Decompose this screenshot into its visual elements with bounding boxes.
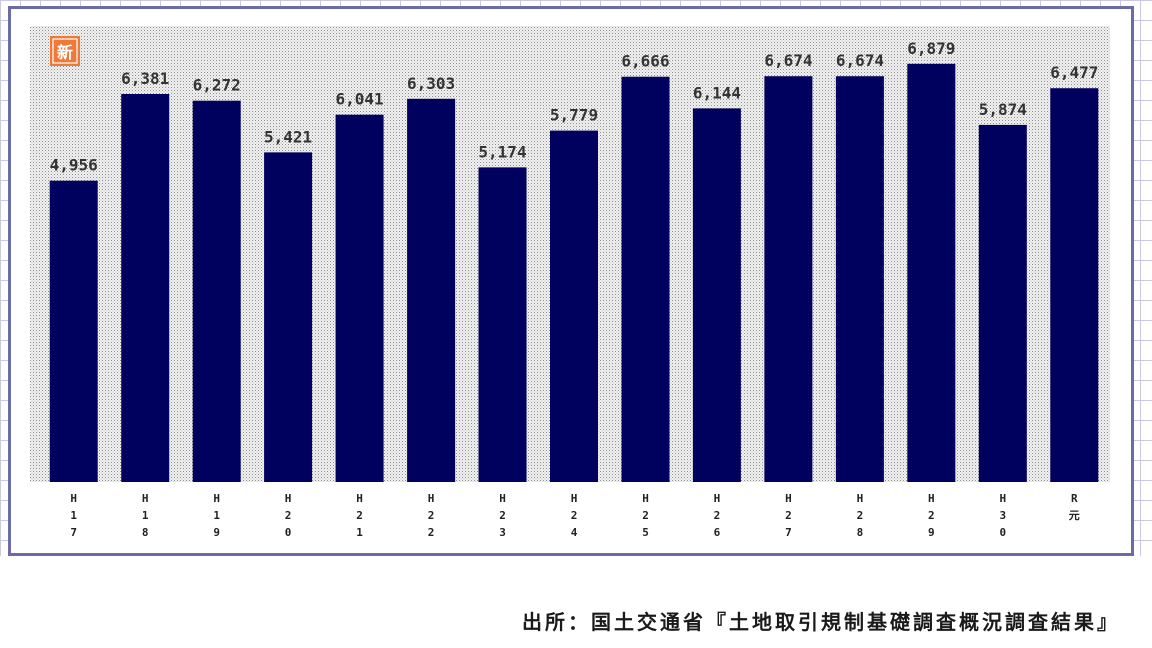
value-label-H24: 5,779 xyxy=(550,106,598,125)
value-label-H19: 6,272 xyxy=(193,76,241,95)
tick-label-H24-0: H xyxy=(571,492,578,505)
bar-H17 xyxy=(49,180,98,482)
tick-label-H17-1: 1 xyxy=(70,509,77,522)
new-badge: 新 xyxy=(50,36,80,66)
footer: 出所：国土交通省『土地取引規制基礎調査概況調査結果』 xyxy=(0,556,1152,648)
tick-label-H24-2: 4 xyxy=(571,526,578,539)
bar-H22 xyxy=(407,98,456,483)
tick-label-R元-0: R xyxy=(1071,492,1078,505)
bar-H21 xyxy=(335,114,384,482)
tick-label-H23-0: H xyxy=(499,492,506,505)
value-label-H20: 5,421 xyxy=(264,127,312,146)
tick-label-H22-1: 2 xyxy=(428,509,435,522)
tick-label-H26-2: 6 xyxy=(714,526,721,539)
tick-label-H19-1: 1 xyxy=(213,509,220,522)
value-label-H23: 5,174 xyxy=(478,142,526,161)
tick-label-H25-1: 2 xyxy=(642,509,649,522)
bar-H30 xyxy=(978,124,1027,483)
tick-label-H17-2: 7 xyxy=(70,526,77,539)
tick-label-H29-2: 9 xyxy=(928,526,935,539)
tick-label-H24-1: 2 xyxy=(571,509,578,522)
bar-H26 xyxy=(692,108,741,483)
bar-H19 xyxy=(192,100,241,482)
tick-label-H30-0: H xyxy=(999,492,1006,505)
tick-label-H28-2: 8 xyxy=(857,526,864,539)
tick-label-H18-1: 1 xyxy=(142,509,149,522)
tick-label-H19-2: 9 xyxy=(213,526,220,539)
tick-label-H21-2: 1 xyxy=(356,526,363,539)
tick-label-H27-2: 7 xyxy=(785,526,792,539)
tick-label-H21-1: 2 xyxy=(356,509,363,522)
bar-H27 xyxy=(764,76,813,482)
tick-label-H20-1: 2 xyxy=(285,509,292,522)
tick-label-H22-2: 2 xyxy=(428,526,435,539)
tick-label-H19-0: H xyxy=(213,492,220,505)
tick-label-H20-0: H xyxy=(285,492,292,505)
tick-label-H26-1: 2 xyxy=(714,509,721,522)
tick-label-H29-1: 2 xyxy=(928,509,935,522)
value-label-R元: 6,477 xyxy=(1050,63,1098,82)
bar-R元 xyxy=(1050,88,1099,482)
bar-H29 xyxy=(907,63,956,483)
bar-H23 xyxy=(478,167,527,482)
tick-label-H28-0: H xyxy=(857,492,864,505)
tick-label-H18-0: H xyxy=(142,492,149,505)
tick-label-H29-0: H xyxy=(928,492,935,505)
value-label-H30: 5,874 xyxy=(979,100,1027,119)
tick-label-H26-0: H xyxy=(714,492,721,505)
tick-label-H28-1: 2 xyxy=(857,509,864,522)
value-label-H22: 6,303 xyxy=(407,74,455,93)
tick-label-H27-1: 2 xyxy=(785,509,792,522)
tick-label-H17-0: H xyxy=(70,492,77,505)
value-label-H28: 6,674 xyxy=(836,51,884,70)
tick-label-H27-0: H xyxy=(785,492,792,505)
value-label-H21: 6,041 xyxy=(336,90,384,109)
tick-label-H25-2: 5 xyxy=(642,526,649,539)
tick-label-H25-0: H xyxy=(642,492,649,505)
bar-H18 xyxy=(121,94,170,482)
bar-H24 xyxy=(550,130,598,482)
value-label-H17: 4,956 xyxy=(50,156,98,175)
source-note: 出所：国土交通省『土地取引規制基礎調査概況調査結果』 xyxy=(522,610,1120,634)
tick-label-R元-1: 元 xyxy=(1069,509,1080,522)
value-label-H26: 6,144 xyxy=(693,83,741,102)
tick-label-H22-0: H xyxy=(428,492,435,505)
bar-H28 xyxy=(835,76,884,482)
bar-H25 xyxy=(621,76,670,482)
tick-label-H21-0: H xyxy=(356,492,363,505)
value-label-H25: 6,666 xyxy=(621,52,669,71)
tick-label-H30-1: 3 xyxy=(999,509,1006,522)
value-label-H27: 6,674 xyxy=(764,51,812,70)
tick-label-H18-2: 8 xyxy=(142,526,149,539)
tick-label-H20-2: 0 xyxy=(285,526,292,539)
bar-H20 xyxy=(264,152,313,482)
value-label-H18: 6,381 xyxy=(121,69,169,88)
tick-label-H30-2: 0 xyxy=(999,526,1006,539)
bar-chart: 新 4,956 6,381 6,272 5,421 6,041 6,303 5,174 5,7… xyxy=(30,26,1110,539)
tick-label-H23-1: 2 xyxy=(499,509,506,522)
badge-label: 新 xyxy=(57,43,73,62)
value-label-H29: 6,879 xyxy=(907,39,955,58)
tick-label-H23-2: 3 xyxy=(499,526,506,539)
